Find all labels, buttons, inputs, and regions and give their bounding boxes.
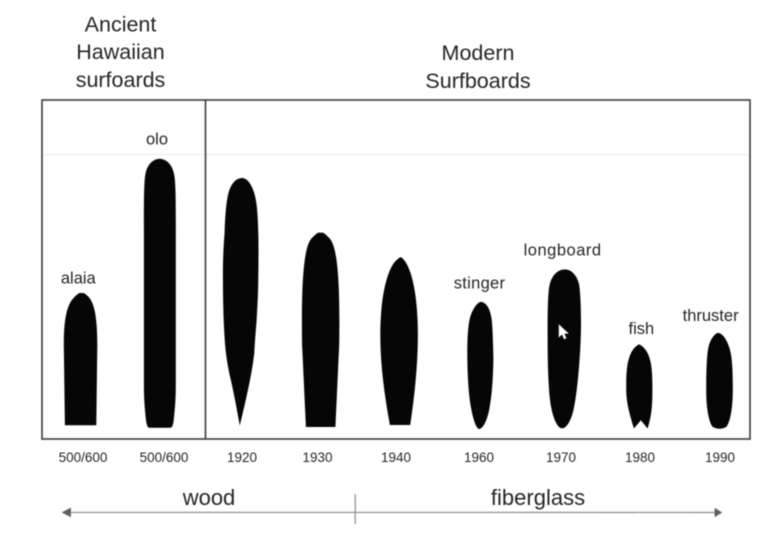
svg-text:fish: fish: [629, 320, 655, 338]
svg-text:1940: 1940: [381, 450, 411, 465]
svg-text:1930: 1930: [302, 450, 332, 465]
svg-text:Hawaiian: Hawaiian: [76, 40, 164, 64]
svg-text:500/600: 500/600: [59, 450, 108, 465]
svg-text:Surfboards: Surfboards: [425, 69, 530, 93]
svg-text:alaia: alaia: [61, 270, 97, 288]
svg-text:500/600: 500/600: [140, 450, 189, 465]
svg-text:surfoards: surfoards: [76, 68, 166, 92]
svg-text:1990: 1990: [705, 450, 735, 465]
svg-text:Modern: Modern: [442, 41, 515, 65]
svg-text:1920: 1920: [227, 450, 257, 465]
svg-text:thruster: thruster: [683, 307, 739, 325]
svg-text:1970: 1970: [546, 450, 576, 465]
svg-text:stinger: stinger: [454, 275, 506, 293]
svg-text:1960: 1960: [464, 450, 494, 465]
svg-text:Ancient: Ancient: [85, 13, 157, 37]
svg-text:longboard: longboard: [524, 242, 602, 260]
svg-text:1980: 1980: [625, 450, 655, 465]
svg-text:olo: olo: [146, 131, 168, 149]
svg-text:wood: wood: [182, 485, 236, 510]
svg-text:fiberglass: fiberglass: [491, 485, 585, 510]
